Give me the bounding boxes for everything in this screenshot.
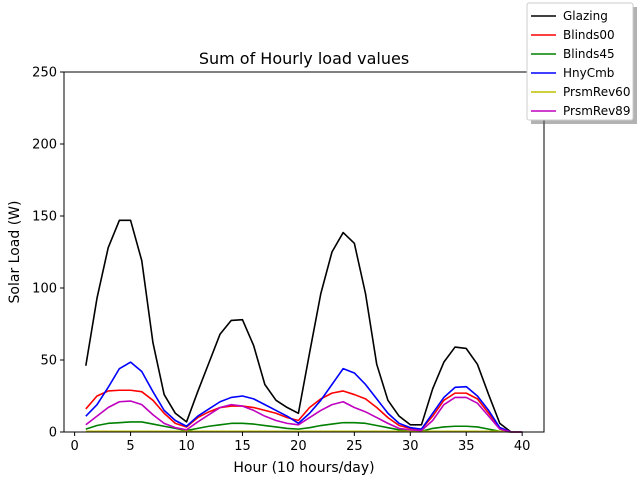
x-tick-label: 20	[290, 439, 307, 454]
legend-label-glazing: Glazing	[563, 9, 608, 23]
x-axis: 0 5 10 15 20 25 30 35 40	[70, 432, 530, 454]
series-line-hnycmb	[85, 361, 523, 433]
legend: Glazing Blinds00 Blinds45 HnyCmb PrsmRev60 Pr…	[526, 2, 637, 124]
series-line-blinds45	[85, 421, 523, 433]
legend-label-blinds45: Blinds45	[563, 47, 615, 61]
x-tick-label: 10	[178, 439, 195, 454]
x-tick-label: 25	[346, 439, 363, 454]
x-tick-label: 40	[514, 439, 531, 454]
x-axis-label: Hour (10 hours/day)	[233, 460, 374, 476]
y-axis-label: Solar Load (W)	[7, 201, 23, 304]
legend-label-prsmrev89: PrsmRev89	[563, 104, 630, 118]
legend-items: Glazing Blinds00 Blinds45 HnyCmb PrsmRev60 Pr…	[531, 9, 630, 118]
series-layer	[85, 219, 523, 433]
y-axis: 0 50 100 150 200 250	[32, 66, 64, 441]
legend-label-prsmrev60: PrsmRev60	[563, 85, 630, 99]
x-tick-label: 0	[70, 439, 78, 454]
plot-frame	[63, 71, 545, 433]
x-tick-label: 30	[402, 439, 419, 454]
legend-label-blinds00: Blinds00	[563, 28, 615, 42]
y-tick-label: 50	[40, 354, 57, 369]
y-tick-label: 250	[32, 66, 57, 81]
x-tick-label: 5	[126, 439, 134, 454]
series-line-blinds00	[85, 389, 523, 433]
y-tick-label: 200	[32, 138, 57, 153]
x-tick-label: 15	[234, 439, 251, 454]
series-line-prsmrev60	[85, 430, 523, 433]
x-tick-label: 35	[458, 439, 475, 454]
legend-label-hnycmb: HnyCmb	[563, 66, 614, 80]
series-line-prsmrev89	[85, 396, 523, 433]
legend-box	[526, 2, 634, 121]
chart-title: Sum of Hourly load values	[199, 49, 409, 68]
y-tick-label: 0	[49, 426, 57, 441]
series-line-glazing	[85, 219, 523, 433]
y-tick-label: 100	[32, 282, 57, 297]
y-tick-label: 150	[32, 210, 57, 225]
